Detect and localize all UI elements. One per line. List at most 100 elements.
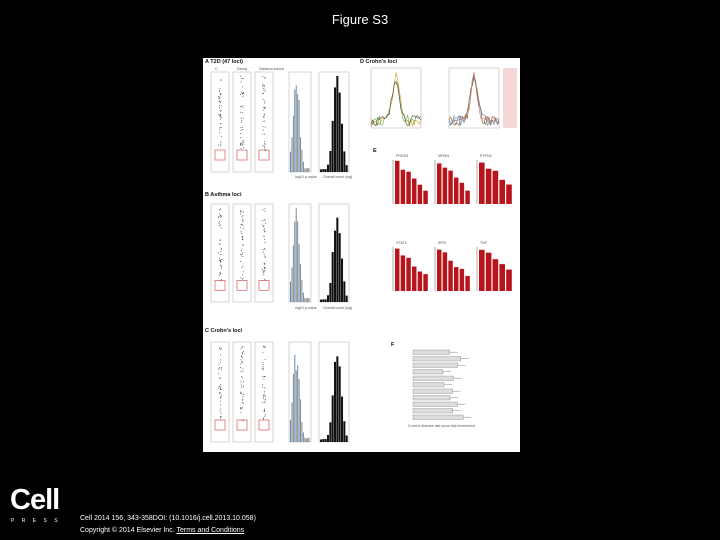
box-dot [219,259,221,261]
density-bar [322,169,325,172]
box-dot [220,110,222,112]
box-dot [262,92,264,94]
box-dot [241,355,243,357]
hist-bar [302,161,304,172]
box-dot [219,397,221,399]
box-dot [241,361,243,363]
box-dot [218,91,220,93]
box-dot [242,244,244,246]
box-dot [220,105,222,107]
box-dot [219,87,221,89]
box-dot [264,107,266,109]
density-bar [324,169,327,172]
box-dot [241,144,243,146]
hist-bar [308,298,310,302]
box-dot [219,260,221,262]
box-dot [262,270,264,272]
red-bar [506,184,512,204]
box-dot [264,102,266,104]
box-dot [220,94,222,96]
panel-d-label: D Crohn's loci [360,59,398,65]
box-dot [220,384,222,386]
copyright-text: Copyright © 2014 Elsevier Inc. [80,527,175,534]
hist-bar [304,298,306,302]
hist-bar [291,402,293,442]
box-dot [242,117,244,119]
box-dot [264,126,266,128]
bar-title-4: STAT4 [396,241,407,245]
box-dot [263,229,265,231]
box-dot [242,370,244,372]
box-dot [263,267,265,269]
box-dot [240,112,242,114]
box-dot [219,393,221,395]
f-bar [412,356,461,362]
figure-image: A T2D (47 loci) B Asthma loci C Crohn's … [203,58,520,452]
box-dot [264,228,266,230]
box-dot [241,232,243,234]
hist-bar [295,370,297,442]
density-bar [327,295,330,302]
box-dot [240,250,242,252]
density-bar [334,87,337,172]
f-bar [412,395,451,401]
hist-bar [305,168,307,172]
box-dot [241,266,243,268]
box-dot [262,224,264,226]
box-dot [242,93,244,95]
box-dot [241,142,243,144]
box-dot [241,126,243,128]
box-dot [262,352,264,354]
box-dot [264,133,266,135]
box-dot [241,353,243,355]
box-dot [220,247,222,249]
box-dot [220,272,222,274]
red-bar [412,178,417,204]
box-dot [262,120,264,122]
box-dot [220,116,222,118]
density-bar [324,439,327,442]
red-bar [406,257,411,291]
box-rect [236,149,248,161]
box-dot [220,408,222,410]
hist-bar [291,267,293,302]
box-dot [219,128,221,130]
box-dot [263,274,265,276]
density-bar [327,434,330,442]
hist-bar [302,292,304,302]
box-dot [264,142,266,144]
box-frame [232,341,252,443]
hist-xlabel-b: log10 p-value [295,306,317,310]
box-dot [240,231,242,233]
box-dot [263,89,265,91]
box-dot [263,113,265,115]
box-dot [219,416,221,418]
box-dot [264,100,266,102]
box-dot [218,260,220,262]
box-dot [242,221,244,223]
box-dot [240,359,242,361]
box-dot [218,104,220,106]
hist-bar [300,399,302,442]
box-dot [264,359,266,361]
box-dot [218,367,220,369]
box-dot [242,218,244,220]
panel-f-label: F [391,342,395,348]
copyright-line: Copyright © 2014 Elsevier Inc. Terms and… [80,527,244,534]
box-dot [220,216,222,218]
terms-and-conditions-link[interactable]: Terms and Conditions [176,527,245,534]
hist-bar [307,167,309,172]
box-dot [242,112,244,114]
box-dot [242,271,244,273]
box-dot [262,268,264,270]
box-dot [220,141,222,143]
red-bar [459,268,465,291]
bar-title-2: NFKB1 [438,154,450,158]
box-dot [241,86,243,88]
box-dot [220,261,222,263]
box-dot [263,270,265,272]
density-bar [336,217,339,302]
density-bar [341,123,344,172]
f-bar [412,401,458,407]
hist-bar [298,244,300,302]
